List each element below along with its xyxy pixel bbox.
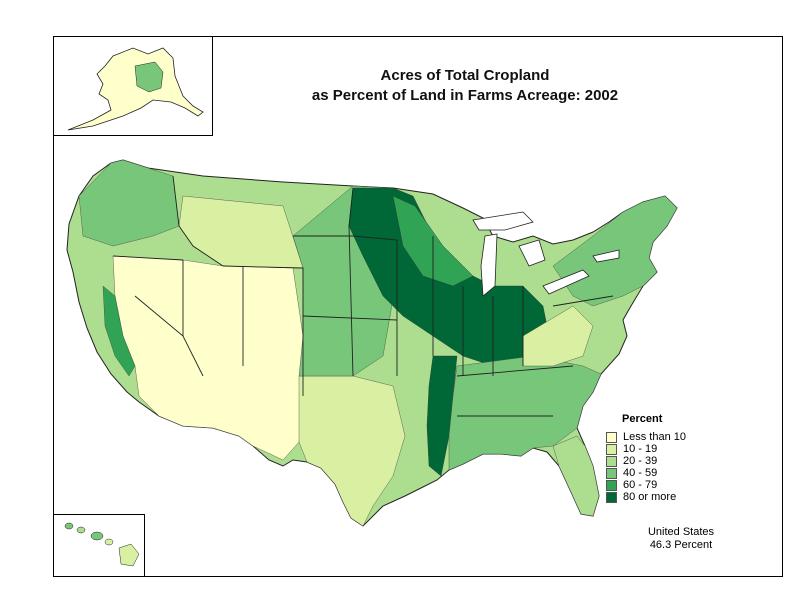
map-title-line1: Acres of Total Cropland bbox=[380, 67, 550, 84]
legend-label: Less than 10 bbox=[623, 431, 686, 443]
legend-item: Less than 10 bbox=[606, 431, 706, 443]
southeast-region bbox=[448, 355, 602, 471]
alaska-shape bbox=[67, 47, 204, 131]
us-summary: United States 46.3 Percent bbox=[636, 526, 726, 552]
alaska-inset bbox=[67, 47, 204, 131]
alaska-inset-frame bbox=[53, 36, 213, 136]
legend-swatch bbox=[606, 455, 617, 467]
us-summary-label: United States bbox=[647, 526, 715, 538]
legend-items: Less than 10 10 - 19 20 - 39 40 - 59 60 - 79… bbox=[606, 431, 706, 503]
legend-swatch bbox=[606, 443, 617, 455]
legend-label: 60 - 79 bbox=[623, 479, 658, 491]
map-title: Acres of Total Cropland as Percent of La… bbox=[300, 66, 630, 106]
us-cropland-map bbox=[64, 47, 678, 567]
legend-item: 10 - 19 bbox=[606, 443, 706, 455]
legend-title: Percent bbox=[622, 413, 663, 425]
california-valley-region bbox=[102, 285, 136, 377]
map-title-line2: as Percent of Land in Farms Acreage: 200… bbox=[311, 87, 619, 104]
legend-label: 40 - 59 bbox=[623, 467, 658, 479]
legend-item: 60 - 79 bbox=[606, 479, 706, 491]
texas-region bbox=[298, 375, 406, 527]
legend-label: 80 or more bbox=[623, 491, 677, 503]
florida-region bbox=[552, 435, 600, 517]
mississippi-delta-region bbox=[426, 355, 458, 477]
legend-label: 20 - 39 bbox=[623, 455, 658, 467]
southwest-low-region bbox=[112, 255, 304, 461]
legend-label: 10 - 19 bbox=[623, 443, 658, 455]
legend-swatch bbox=[606, 431, 617, 443]
alaska-farm-region bbox=[134, 61, 164, 93]
hawaii-inset-frame bbox=[53, 514, 145, 577]
legend-item: 80 or more bbox=[606, 491, 706, 503]
legend-swatch bbox=[606, 491, 617, 503]
legend: Percent Less than 10 10 - 19 20 - 39 40 - 5… bbox=[606, 413, 706, 503]
great-lakes bbox=[472, 211, 620, 297]
legend-item: 40 - 59 bbox=[606, 467, 706, 479]
us-summary-value: 46.3 Percent bbox=[649, 539, 713, 551]
legend-item: 20 - 39 bbox=[606, 455, 706, 467]
state-boundaries bbox=[112, 175, 614, 417]
legend-swatch bbox=[606, 479, 617, 491]
legend-swatch bbox=[606, 467, 617, 479]
hawaii-inset bbox=[64, 522, 140, 567]
